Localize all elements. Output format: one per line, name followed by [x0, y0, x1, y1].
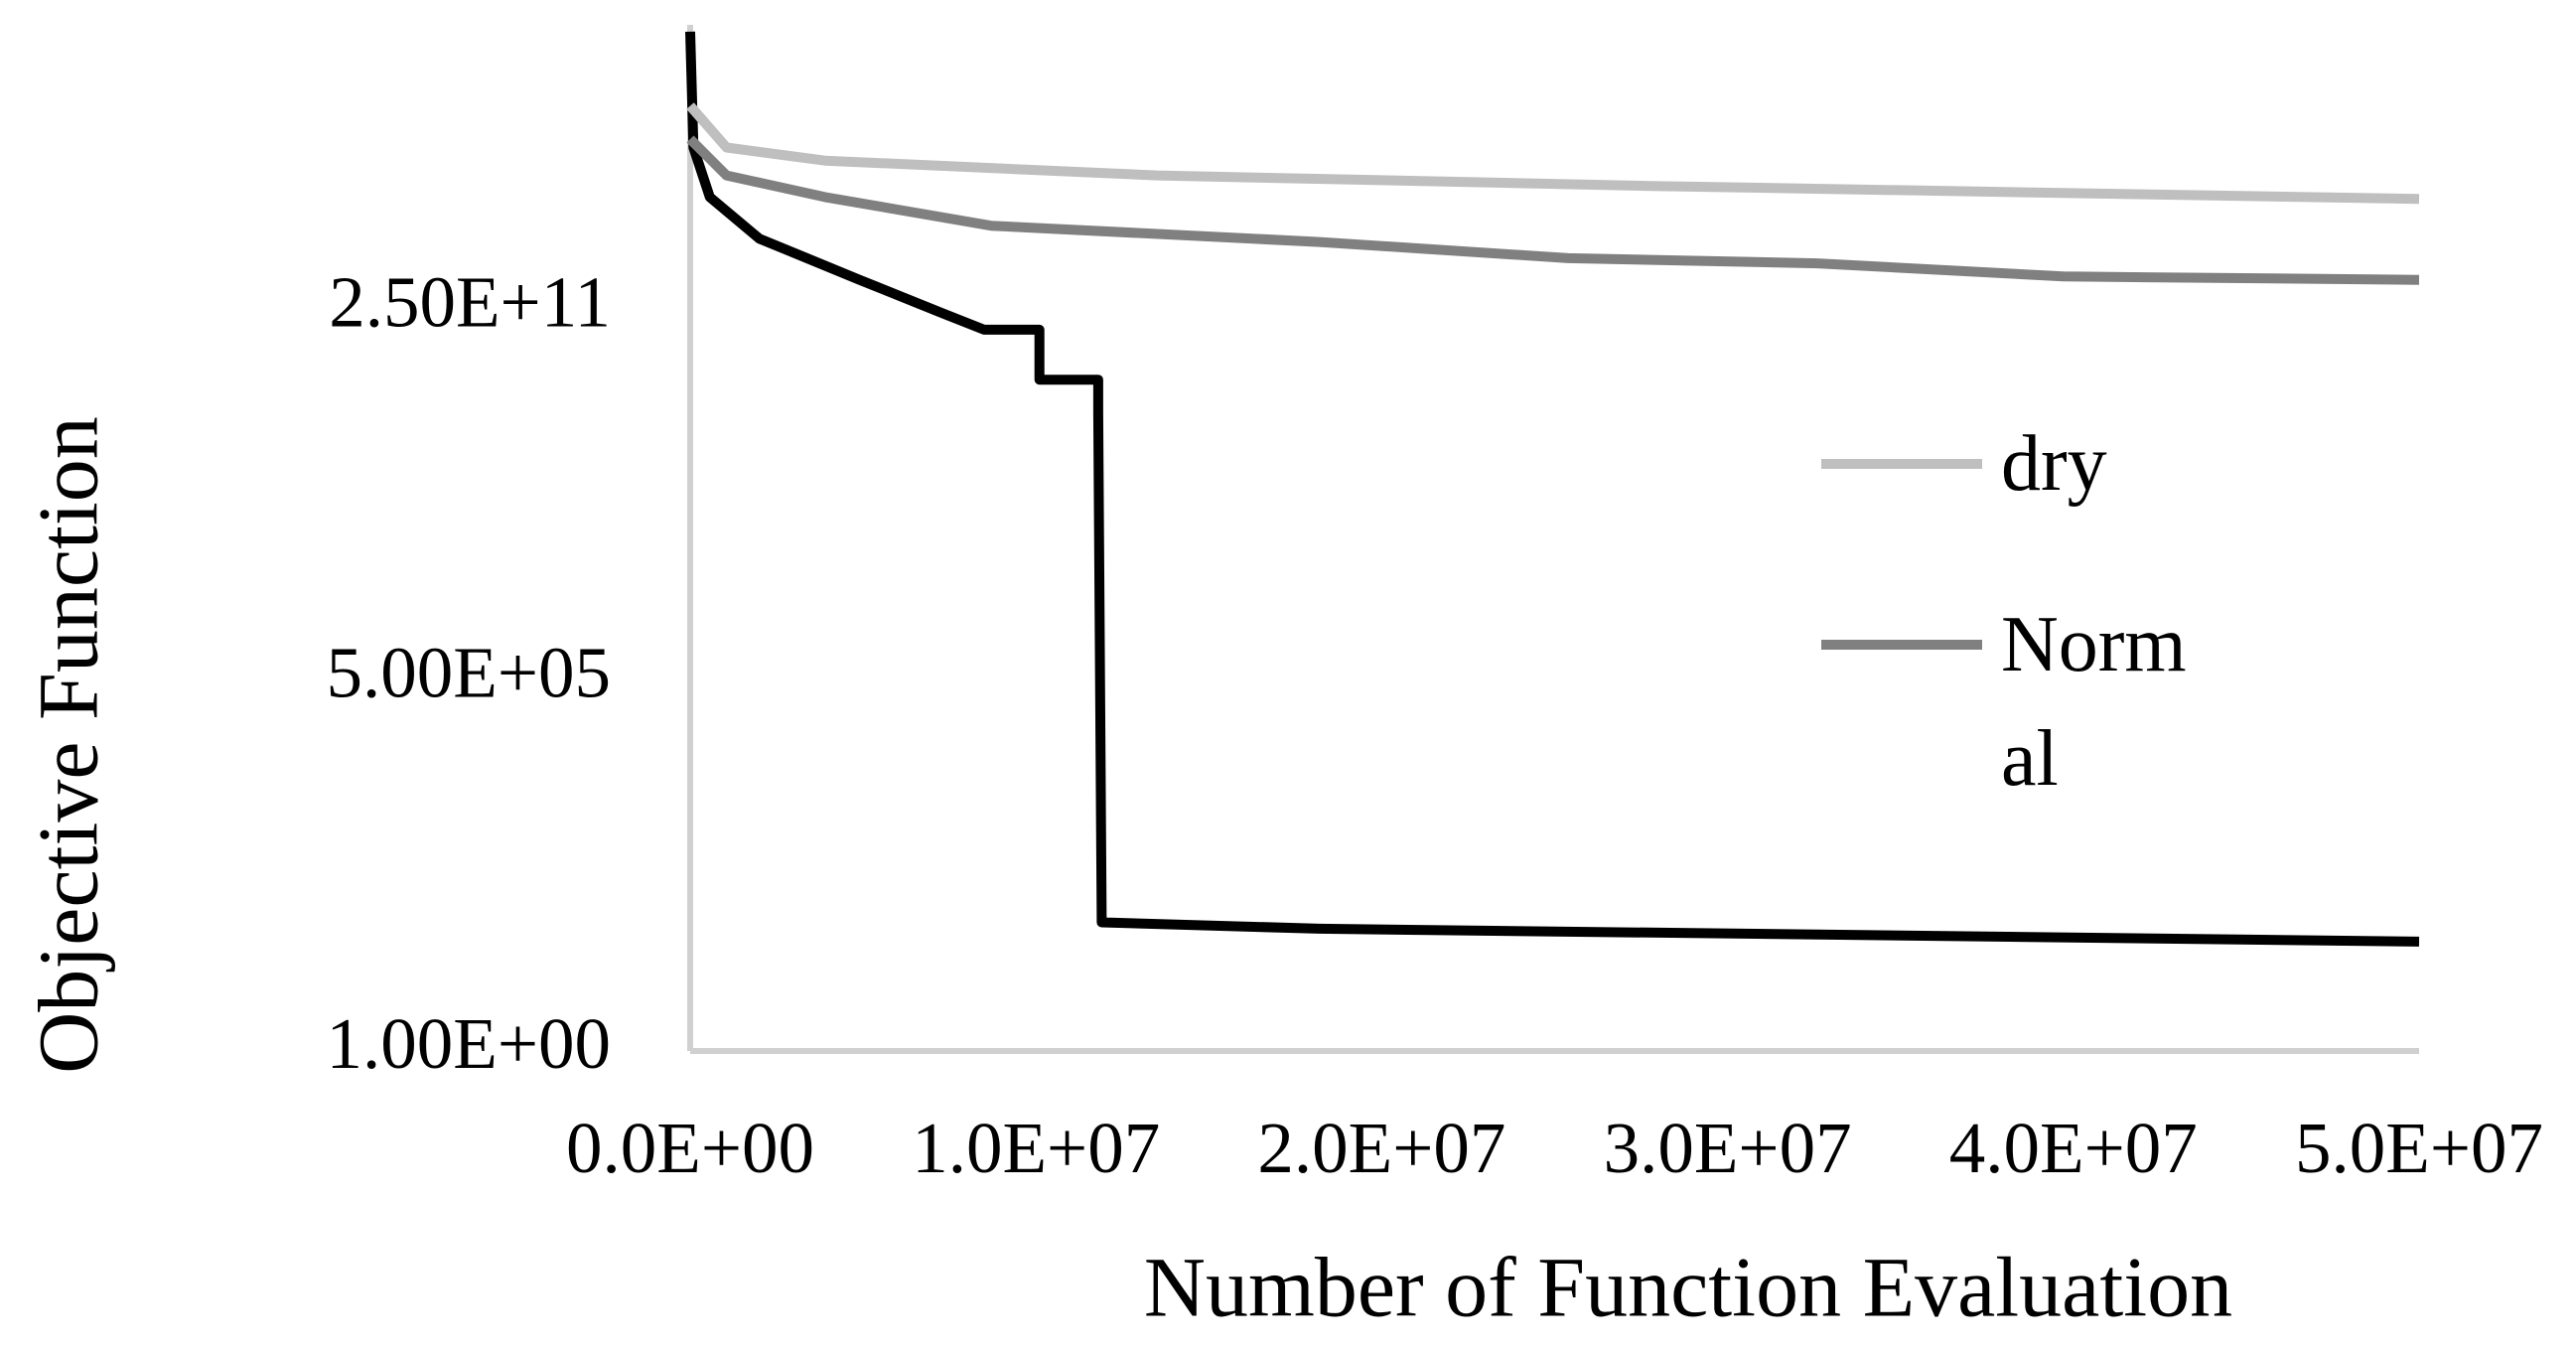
series-line — [685, 31, 2420, 947]
x-tick-label: 0.0E+00 — [566, 1108, 814, 1188]
series-line — [686, 102, 2420, 205]
y-tick-label: 1.00E+00 — [326, 1003, 611, 1084]
x-tick-label: 2.0E+07 — [1257, 1108, 1505, 1188]
x-tick-label: 3.0E+07 — [1604, 1108, 1852, 1188]
x-tick-label: 5.0E+07 — [2295, 1108, 2543, 1188]
series-line — [686, 135, 2420, 285]
y-tick-label: 5.00E+05 — [326, 633, 611, 713]
x-axis-title: Number of Function Evaluation — [1144, 1240, 2232, 1335]
legend-label: Normal — [2001, 601, 2187, 803]
y-axis-title: Objective Function — [21, 416, 116, 1074]
y-tick-label: 2.50E+11 — [329, 262, 611, 343]
legend-label: dry — [2001, 420, 2107, 508]
x-tick-label: 1.0E+07 — [912, 1108, 1160, 1188]
x-tick-label: 4.0E+07 — [1949, 1108, 2198, 1188]
